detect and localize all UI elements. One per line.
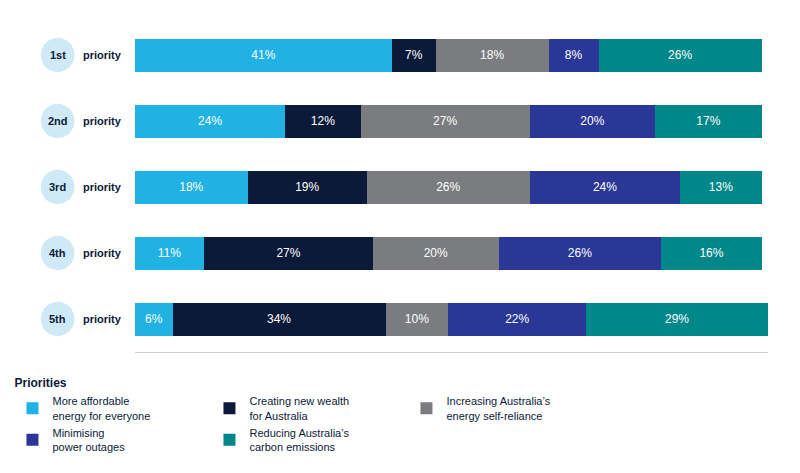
- svg-text:Priorities: Priorities: [14, 376, 66, 390]
- svg-text:29%: 29%: [665, 312, 689, 326]
- svg-text:26%: 26%: [568, 246, 592, 260]
- svg-text:19%: 19%: [295, 180, 319, 194]
- svg-text:6%: 6%: [145, 312, 163, 326]
- svg-text:24%: 24%: [198, 114, 222, 128]
- svg-text:priority: priority: [83, 49, 122, 61]
- svg-text:10%: 10%: [405, 312, 429, 326]
- svg-text:22%: 22%: [505, 312, 529, 326]
- svg-text:Minimisingpower outages: Minimisingpower outages: [52, 427, 125, 453]
- svg-text:20%: 20%: [424, 246, 448, 260]
- svg-text:2nd: 2nd: [48, 115, 68, 127]
- svg-text:priority: priority: [83, 115, 122, 127]
- svg-text:Reducing Australia’scarbon emi: Reducing Australia’scarbon emissions: [249, 427, 349, 453]
- svg-text:More affordableenergy for ever: More affordableenergy for everyone: [52, 395, 150, 421]
- svg-text:13%: 13%: [709, 180, 733, 194]
- svg-text:18%: 18%: [179, 180, 203, 194]
- svg-text:12%: 12%: [311, 114, 335, 128]
- svg-text:27%: 27%: [276, 246, 300, 260]
- svg-text:27%: 27%: [433, 114, 457, 128]
- svg-text:18%: 18%: [480, 48, 504, 62]
- svg-text:Increasing Australia’senergy s: Increasing Australia’senergy self-relian…: [446, 395, 550, 421]
- svg-text:17%: 17%: [696, 114, 720, 128]
- svg-text:5th: 5th: [49, 313, 66, 325]
- svg-text:26%: 26%: [436, 180, 460, 194]
- svg-text:20%: 20%: [580, 114, 604, 128]
- svg-text:4th: 4th: [49, 247, 66, 259]
- svg-text:priority: priority: [83, 247, 122, 259]
- svg-text:11%: 11%: [158, 246, 181, 260]
- svg-text:41%: 41%: [251, 48, 275, 62]
- svg-text:34%: 34%: [267, 312, 291, 326]
- svg-text:7%: 7%: [405, 48, 423, 62]
- svg-text:1st: 1st: [50, 49, 66, 61]
- svg-text:8%: 8%: [565, 48, 583, 62]
- svg-text:24%: 24%: [593, 180, 617, 194]
- svg-text:priority: priority: [83, 181, 122, 193]
- svg-text:priority: priority: [83, 313, 122, 325]
- svg-text:Creating new wealthfor Austral: Creating new wealthfor Australia: [249, 395, 349, 421]
- svg-text:16%: 16%: [699, 246, 723, 260]
- svg-text:26%: 26%: [668, 48, 692, 62]
- svg-text:3rd: 3rd: [49, 181, 66, 193]
